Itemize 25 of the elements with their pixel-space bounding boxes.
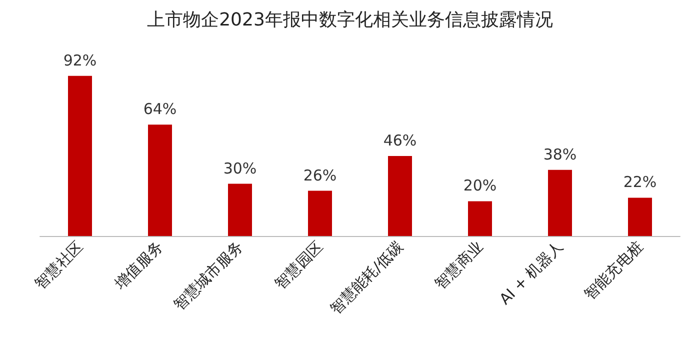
data-label: 26% (303, 166, 337, 184)
data-label: 92% (63, 51, 97, 70)
x-tick-label: 增值服务 (110, 238, 166, 294)
bar (148, 124, 172, 236)
x-tick-label: 智慧园区 (271, 238, 326, 293)
data-label: 20% (463, 176, 497, 195)
data-label: 22% (623, 173, 657, 192)
x-tick-label: 智慧社区 (31, 238, 86, 293)
x-tick-label: 智能充电桩 (580, 238, 646, 304)
bar (228, 184, 252, 236)
bar (628, 198, 652, 236)
bar (388, 156, 412, 236)
data-label: 38% (543, 145, 577, 164)
bar (548, 170, 572, 236)
data-label: 64% (143, 100, 177, 118)
x-tick-label: 智慧能耗/低碳 (326, 238, 406, 318)
data-label: 30% (223, 159, 257, 178)
x-tick-label: 智慧城市服务 (170, 238, 246, 314)
bar (308, 190, 332, 236)
chart-title: 上市物企2023年报中数字化相关业务信息披露情况 (147, 10, 553, 30)
data-label: 46% (383, 131, 417, 150)
bar (468, 201, 492, 236)
x-tick-label: AI + 机器人 (496, 238, 566, 308)
x-tick-label: 智慧商业 (431, 238, 486, 293)
bar (68, 76, 92, 236)
